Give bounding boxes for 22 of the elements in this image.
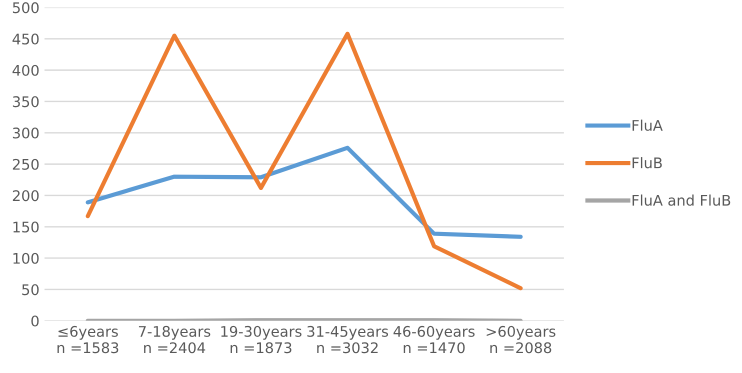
line-series (86, 32, 523, 290)
x-tick-label: >60years n =2088 (486, 326, 556, 354)
legend-label: FluA (632, 120, 663, 131)
y-tick-label: 450 (12, 34, 39, 45)
y-tick-label: 300 (12, 128, 39, 139)
y-tick-label: 0 (31, 315, 39, 327)
y-tick-label: 400 (12, 64, 39, 76)
legend-label: FluA and FluB (632, 194, 730, 206)
line-series (86, 146, 523, 239)
x-tick-label: 31-45years n =3032 (307, 326, 388, 354)
x-tick-label: 7-18years n =2404 (138, 326, 210, 354)
y-tick-label: 200 (12, 190, 39, 202)
y-tick-label: 50 (22, 284, 39, 296)
legend-label: FluB (632, 157, 662, 168)
x-tick-label: 19-30years n =1873 (221, 326, 302, 354)
y-tick-label: 350 (12, 96, 39, 108)
y-tick-label: 100 (13, 252, 39, 264)
x-tick-label: 46-60years n =1470 (394, 326, 475, 354)
y-tick-label: 150 (13, 222, 39, 233)
x-tick-label: ≤6years n =1583 (58, 326, 118, 354)
y-tick-label: 250 (12, 158, 39, 170)
y-tick-label: 500 (12, 2, 39, 14)
